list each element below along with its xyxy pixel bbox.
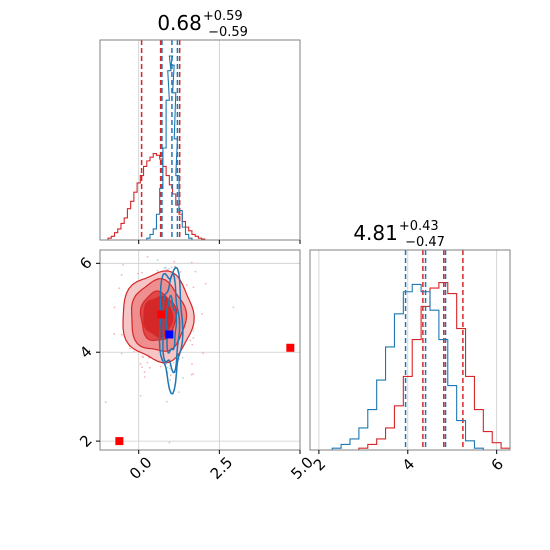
sample-point	[169, 367, 171, 370]
histogram-blue	[146, 55, 196, 240]
sample-point	[129, 347, 131, 350]
blue-contour	[165, 294, 178, 354]
sample-point	[136, 272, 139, 275]
x-tick-label: 2.5	[207, 453, 237, 483]
title-panel-2: 4.81+0.43	[353, 219, 438, 245]
sample-point	[191, 362, 193, 365]
sample-point	[143, 371, 146, 373]
sample-point	[170, 266, 173, 269]
sample-point	[120, 352, 123, 355]
sample-point	[169, 374, 172, 377]
sample-point	[173, 260, 176, 263]
sample-point	[204, 282, 207, 285]
axes-frame	[99, 39, 301, 241]
sample-point	[120, 333, 123, 336]
sample-point	[148, 357, 151, 359]
marker-red	[157, 310, 166, 319]
sample-point	[201, 312, 203, 315]
x-tick-label: 2	[310, 455, 329, 474]
sample-point	[167, 268, 170, 270]
sample-point	[181, 356, 184, 359]
sample-point	[148, 366, 151, 369]
sample-point	[166, 366, 169, 369]
panel-top-left	[99, 39, 301, 244]
y-tick-label: 2	[76, 431, 95, 450]
sample-point	[147, 235, 149, 237]
sample-point	[192, 286, 195, 289]
blue-contour	[162, 273, 181, 374]
marker-red	[286, 343, 295, 352]
sample-point	[113, 306, 116, 309]
sample-point	[143, 376, 146, 378]
panel-bottom-right: 2 4 6	[309, 249, 511, 474]
sample-point	[118, 287, 121, 290]
sample-point	[189, 339, 192, 342]
sample-point	[104, 401, 107, 404]
sample-point	[192, 329, 195, 332]
sample-point	[201, 352, 204, 355]
sample-point	[139, 362, 142, 365]
axes-frame	[309, 249, 511, 451]
title-panel-2-sub: −0.47	[405, 235, 445, 250]
marker-blue	[165, 330, 174, 339]
y-tick-label: 4	[76, 342, 95, 361]
sample-point	[232, 306, 235, 309]
sample-point	[191, 343, 194, 346]
x-tick-label: 6	[488, 455, 507, 474]
sample-point	[141, 271, 144, 274]
sample-point	[194, 270, 197, 273]
histogram-blue	[331, 283, 484, 450]
sample-point	[182, 377, 185, 379]
sample-point	[185, 284, 188, 286]
sample-point	[113, 332, 115, 335]
sample-point	[169, 379, 172, 381]
sample-point	[179, 270, 182, 273]
sample-point	[117, 245, 119, 247]
sample-point	[122, 263, 125, 266]
title-panel-1-sub: −0.59	[208, 25, 248, 40]
sample-point	[141, 366, 143, 369]
axes-frame	[99, 249, 301, 451]
sample-point	[156, 269, 159, 272]
sample-point	[168, 441, 171, 444]
sample-point	[159, 365, 162, 368]
sample-point	[190, 261, 193, 264]
histogram-red	[358, 282, 510, 450]
sample-point	[162, 241, 164, 243]
sample-point	[120, 274, 123, 276]
sample-point	[156, 259, 159, 262]
sample-point	[192, 336, 195, 339]
sample-point	[164, 266, 167, 269]
sample-point	[166, 268, 168, 271]
sample-point	[146, 361, 149, 364]
histogram-red	[107, 152, 209, 240]
sample-point	[177, 391, 180, 394]
sample-point	[172, 362, 175, 364]
sample-point	[165, 400, 168, 403]
blue-contour	[158, 266, 184, 395]
sample-point	[132, 350, 135, 353]
sample-point	[142, 356, 145, 358]
title-panel-1: 0.68+0.59	[157, 9, 242, 35]
sample-point	[192, 372, 195, 375]
x-tick-label: 4	[399, 455, 418, 474]
marker-red	[115, 437, 124, 446]
sample-point	[146, 255, 149, 258]
sample-point	[139, 394, 142, 397]
x-tick-label: 0.0	[126, 453, 156, 483]
y-tick-label: 6	[76, 254, 95, 273]
sample-point	[190, 373, 193, 376]
